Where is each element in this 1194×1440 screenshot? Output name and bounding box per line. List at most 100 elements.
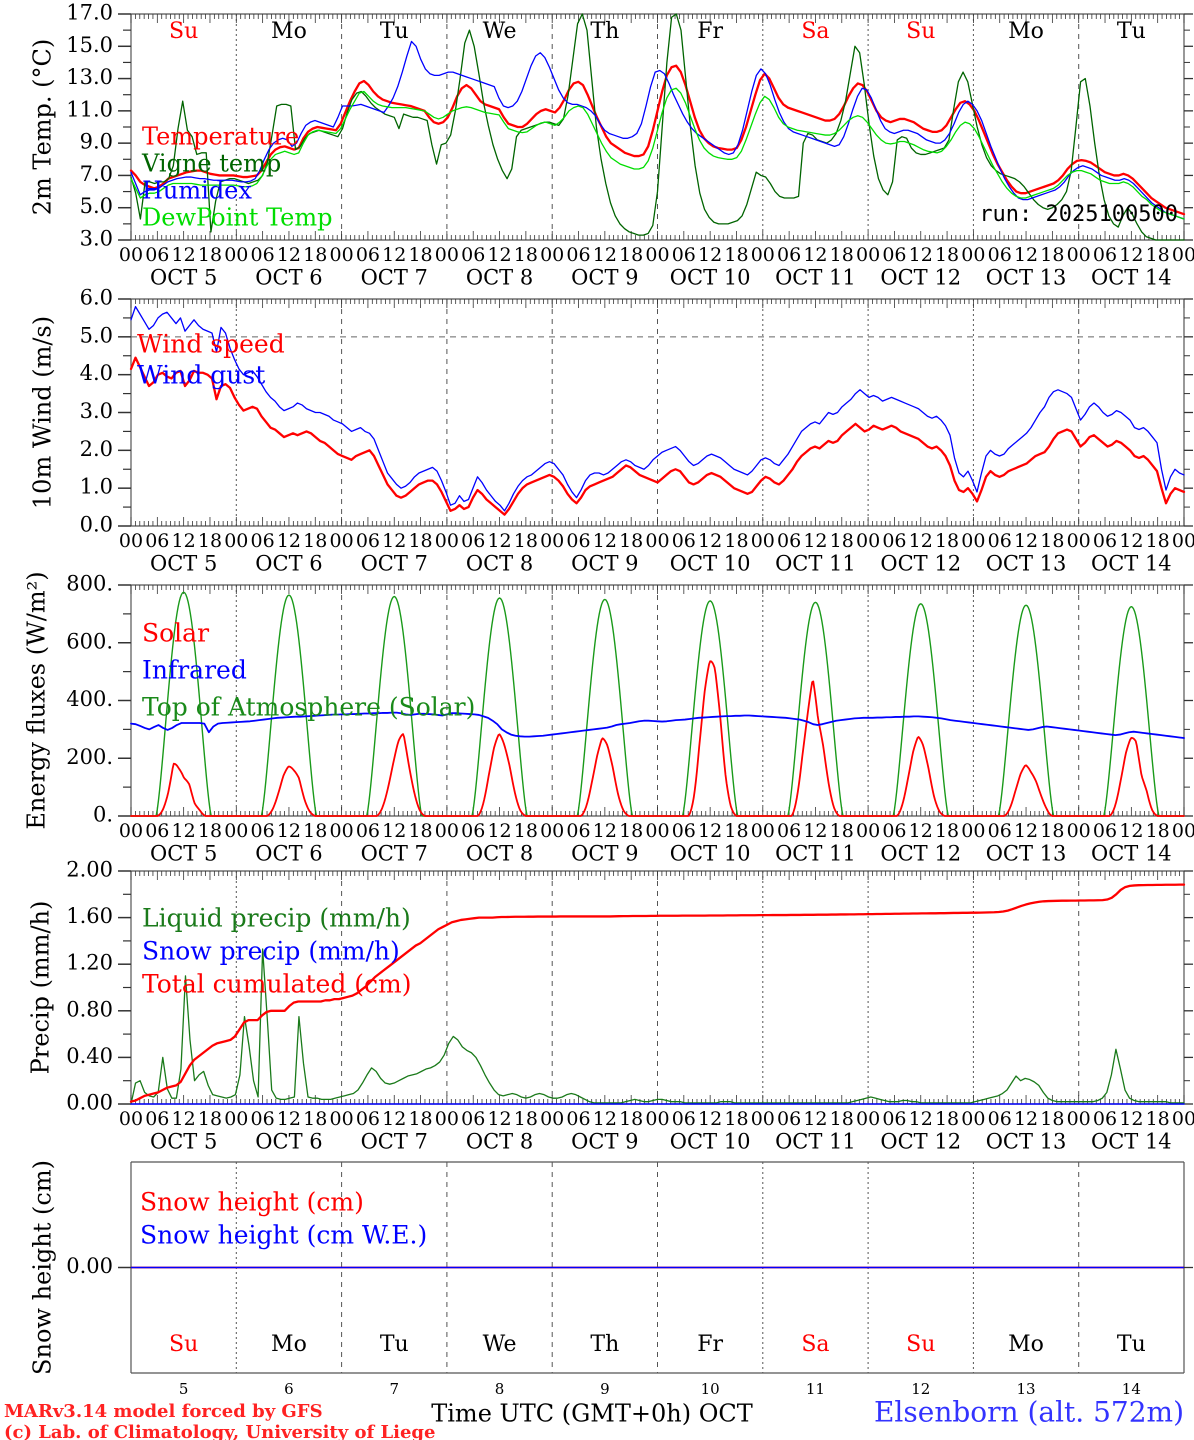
temperature-hour-label: 18 (408, 244, 432, 266)
wind-hour-label: 06 (461, 530, 485, 552)
energy_fluxes-hour-label: 18 (724, 820, 748, 842)
precip-hour-label: 18 (303, 1108, 327, 1130)
precip-date-label: OCT 9 (571, 1130, 638, 1154)
energy_fluxes-hour-label: 12 (1014, 820, 1038, 842)
temperature-hour-label: 06 (1093, 244, 1117, 266)
energy_fluxes-hour-label: 06 (882, 820, 906, 842)
weekday-label-top: Sa (801, 19, 829, 44)
temperature-ytick-label: 3.0 (80, 227, 113, 251)
temperature-hour-label: 12 (909, 244, 933, 266)
temperature-hour-label: 18 (724, 244, 748, 266)
energy_fluxes-hour-label: 12 (382, 820, 406, 842)
station-label: Elsenborn (alt. 572m) (874, 1396, 1184, 1429)
precip-hour-label: 00 (540, 1108, 564, 1130)
wind-hour-label: 00 (645, 530, 669, 552)
wind-ytick-label: 0.0 (80, 513, 113, 537)
wind-hour-label: 06 (145, 530, 169, 552)
credit-line-2: (c) Lab. of Climatology, University of L… (4, 1422, 435, 1440)
temperature-hour-label: 00 (540, 244, 564, 266)
precip-date-label: OCT 13 (986, 1130, 1067, 1154)
temperature-ylabel: 2m Temp. (°C) (29, 39, 57, 215)
temperature-date-label: OCT 11 (775, 266, 856, 290)
precip-hour-label: 18 (1040, 1108, 1064, 1130)
wind-hour-label: 06 (672, 530, 696, 552)
energy_fluxes-hour-label: 00 (961, 820, 985, 842)
temperature-hour-label: 00 (645, 244, 669, 266)
temperature-hour-label: 12 (172, 244, 196, 266)
energy_fluxes-date-label: OCT 7 (361, 842, 428, 866)
precip-hour-label: 18 (198, 1108, 222, 1130)
precip-hour-label: 12 (698, 1108, 722, 1130)
precip-date-label: OCT 14 (1091, 1130, 1172, 1154)
wind-hour-label: 18 (830, 530, 854, 552)
precip-hour-label: 06 (145, 1108, 169, 1130)
temperature-date-label: OCT 5 (150, 266, 217, 290)
precip-hour-label: 06 (356, 1108, 380, 1130)
series-temperature (129, 64, 1186, 216)
temperature-hour-label: 18 (830, 244, 854, 266)
wind-date-label: OCT 12 (880, 552, 961, 576)
temperature-hour-label: 00 (330, 244, 354, 266)
precip-ytick-label: 0.80 (66, 997, 113, 1021)
temperature-hour-label: 06 (777, 244, 801, 266)
run-annotation: run: 2025100500 (979, 202, 1178, 227)
precip-hour-label: 00 (961, 1108, 985, 1130)
precip-ytick-label: 1.60 (66, 904, 113, 928)
precip-hour-label: 18 (1146, 1108, 1170, 1130)
wind-hour-label: 06 (356, 530, 380, 552)
energy_fluxes-date-label: OCT 9 (571, 842, 638, 866)
series-total-cumulated-cm (129, 883, 1186, 1103)
day-number-label: 6 (284, 1380, 294, 1398)
day-number-label: 7 (389, 1380, 399, 1398)
legend-energy_fluxes-0: Solar (142, 619, 209, 648)
temperature-hour-label: 06 (672, 244, 696, 266)
temperature-hour-label: 00 (961, 244, 985, 266)
precip-hour-label: 18 (724, 1108, 748, 1130)
weekday-label-top: Th (590, 19, 619, 44)
precip-date-label: OCT 6 (255, 1130, 322, 1154)
energy_fluxes-date-label: OCT 8 (466, 842, 533, 866)
series-liquid-precip-mm-h (130, 948, 1185, 1105)
energy_fluxes-hour-label: 00 (330, 820, 354, 842)
temperature-hour-label: 18 (1040, 244, 1064, 266)
temperature-hour-label: 00 (435, 244, 459, 266)
energy_fluxes-hour-label: 00 (119, 820, 143, 842)
series-solar (130, 660, 1185, 817)
precip-hour-label: 12 (1014, 1108, 1038, 1130)
precip-hour-label: 12 (909, 1108, 933, 1130)
legend-precip-0: Liquid precip (mm/h) (142, 904, 411, 933)
precip-hour-label: 12 (487, 1108, 511, 1130)
wind-date-label: OCT 10 (670, 552, 751, 576)
wind-hour-label: 12 (698, 530, 722, 552)
precip-date-label: OCT 10 (670, 1130, 751, 1154)
legend-energy_fluxes-1: Infrared (142, 656, 247, 685)
temperature-hour-label: 18 (619, 244, 643, 266)
temperature-hour-label: 18 (935, 244, 959, 266)
wind-date-label: OCT 14 (1091, 552, 1172, 576)
precip-hour-label: 18 (408, 1108, 432, 1130)
series-humidex (130, 40, 1185, 220)
precip-date-label: OCT 8 (466, 1130, 533, 1154)
series-wind-speed (129, 356, 1186, 516)
series-wind-gust (130, 305, 1185, 512)
wind-hour-label: 00 (751, 530, 775, 552)
temperature-ytick-label: 11.0 (66, 97, 113, 121)
temperature-hour-label: 00 (119, 244, 143, 266)
energy_fluxes-hour-label: 00 (224, 820, 248, 842)
weekday-label-bottom: Su (906, 1332, 935, 1357)
energy_fluxes-hour-label: 18 (1040, 820, 1064, 842)
weekday-label-bottom: Tu (1117, 1332, 1146, 1357)
weekday-label-bottom: Mo (1008, 1332, 1044, 1357)
temperature-hour-label: 00 (1067, 244, 1091, 266)
temperature-hour-label: 18 (514, 244, 538, 266)
weekday-label-top: Tu (1117, 19, 1146, 44)
energy_fluxes-hour-label: 06 (145, 820, 169, 842)
precip-hour-label: 12 (803, 1108, 827, 1130)
temperature-date-label: OCT 7 (361, 266, 428, 290)
precip-ylabel: Precip (mm/h) (27, 901, 55, 1075)
temperature-hour-label: 12 (1014, 244, 1038, 266)
energy_fluxes-hour-label: 18 (198, 820, 222, 842)
precip-ytick-label: 2.00 (66, 858, 113, 882)
legend-temperature-2: Humidex (142, 177, 252, 205)
